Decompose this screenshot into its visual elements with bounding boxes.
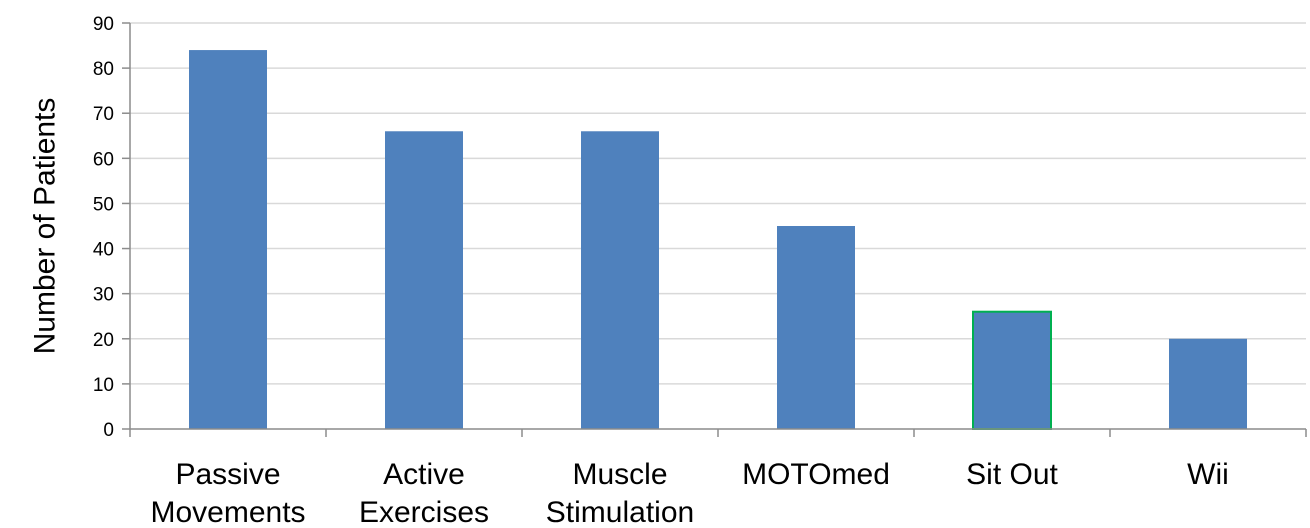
gridlines — [130, 22, 1306, 385]
x-category-label-3-0: MOTOmed — [742, 458, 890, 491]
x-category-label-4-0: Sit Out — [966, 458, 1058, 491]
y-tick-label-40: 40 — [93, 240, 114, 261]
y-tick-label-20: 20 — [93, 330, 114, 351]
bar-2 — [581, 131, 659, 429]
y-axis-title: Number of Patients — [29, 98, 62, 355]
x-category-label-2-1: Stimulation — [546, 496, 694, 528]
bar-1 — [385, 131, 463, 429]
y-tick-label-10: 10 — [93, 375, 114, 396]
x-category-label-1-1: Exercises — [359, 496, 489, 528]
x-category-label-5-0: Wii — [1187, 458, 1229, 491]
bar-5 — [1169, 338, 1247, 429]
x-category-label-0-0: Passive — [175, 458, 280, 491]
y-tick-label-50: 50 — [93, 194, 114, 215]
bar-0 — [189, 50, 267, 430]
x-category-label-2-0: Muscle — [572, 458, 667, 491]
y-tick-label-70: 70 — [93, 104, 114, 125]
y-tick-label-60: 60 — [93, 149, 114, 170]
bars — [189, 50, 1247, 431]
x-category-labels: Passive Movements Active Exercises Muscle Sti… — [150, 458, 1228, 528]
y-tick-labels: 0 10 20 30 40 50 60 70 80 90 — [93, 14, 114, 441]
y-tick-label-30: 30 — [93, 285, 114, 306]
x-category-label-1-0: Active — [383, 458, 465, 491]
x-category-label-0-1: Movements — [150, 496, 305, 528]
y-tick-label-0: 0 — [103, 420, 114, 441]
axes — [122, 22, 1307, 437]
y-tick-label-80: 80 — [93, 59, 114, 80]
y-tick-label-90: 90 — [93, 14, 114, 35]
bar-3 — [777, 226, 855, 429]
bar-4 — [972, 310, 1052, 431]
